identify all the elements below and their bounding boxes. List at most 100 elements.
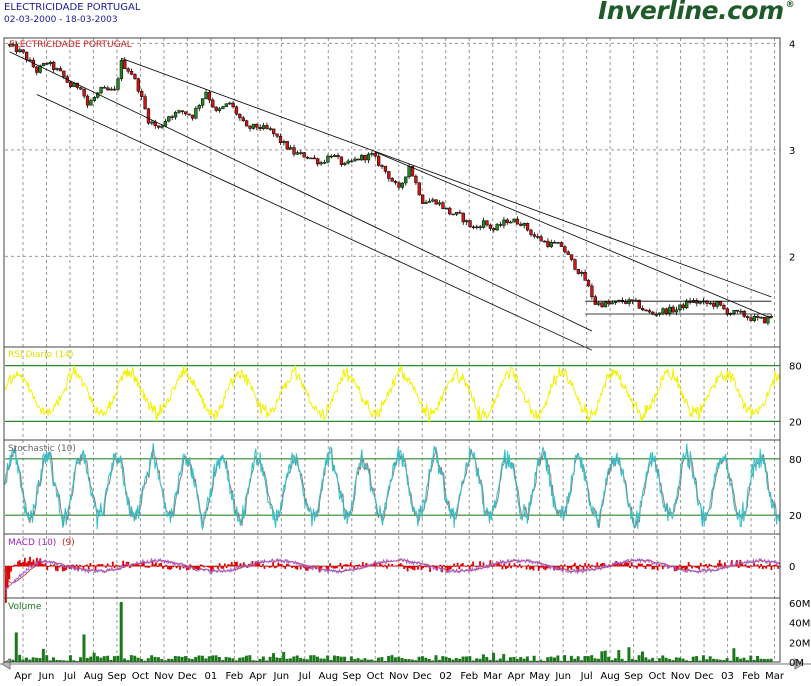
macd-histogram-bar: [22, 562, 25, 567]
macd-histogram-bar: [503, 563, 506, 567]
panel-frame-rsi: [3, 346, 781, 441]
brand-name: Inverline.com: [598, 0, 784, 25]
volume-bar: [593, 658, 597, 662]
macd-histogram-bar: [348, 564, 350, 567]
macd-histogram-bar: [318, 566, 321, 573]
macd-histogram-bar: [323, 566, 326, 567]
macd-histogram-bar: [498, 562, 500, 567]
volume-bar: [299, 657, 303, 662]
price-candle: [200, 98, 205, 106]
volume-bar: [454, 657, 458, 662]
price-candle: [194, 108, 198, 119]
price-candle: [62, 70, 66, 78]
macd-histogram-bar: [30, 561, 33, 567]
macd-histogram-bar: [222, 566, 225, 569]
volume-bar: [735, 656, 739, 662]
volume-bar: [688, 660, 692, 662]
macd-histogram-bar: [287, 564, 290, 567]
macd-histogram-bar: [451, 566, 454, 568]
rsi-panel: [4, 365, 781, 423]
macd-histogram-bar: [280, 564, 283, 567]
volume-bar: [668, 659, 672, 662]
macd-histogram-bar: [55, 566, 57, 571]
price-candle: [580, 272, 584, 274]
macd-histogram-bar: [511, 565, 514, 567]
panel-frame-price: [3, 37, 781, 348]
volume-bar: [275, 657, 279, 662]
macd-histogram-bar: [577, 566, 580, 571]
volume-bar: [492, 652, 496, 662]
volume-bar: [610, 660, 614, 662]
price-candle: [366, 153, 371, 161]
volume-bar: [498, 658, 502, 662]
macd-histogram-bar: [48, 566, 50, 567]
price-candle: [593, 296, 597, 305]
macd-histogram-bar: [105, 566, 107, 568]
macd-histogram-bar: [41, 563, 44, 567]
price-candle: [678, 304, 682, 311]
price-candle: [92, 97, 96, 101]
macd-histogram-bar: [544, 566, 547, 571]
macd-histogram-bar: [467, 564, 469, 567]
macd-histogram-bar: [482, 562, 485, 567]
price-candle: [24, 51, 29, 61]
macd-histogram-bar: [84, 565, 87, 567]
macd-histogram-bar: [8, 566, 11, 580]
volume-bar: [234, 660, 238, 662]
price-candle: [241, 117, 245, 121]
macd-histogram-bar: [296, 566, 299, 570]
volume-panel: [8, 601, 773, 662]
volume-bar: [68, 655, 72, 662]
x-tick-label: Apr: [249, 671, 267, 682]
volume-bar: [380, 657, 384, 662]
volume-bar: [769, 658, 773, 662]
macd-histogram-bar: [622, 564, 625, 567]
macd-histogram-bar: [692, 565, 695, 567]
price-candle: [177, 110, 181, 113]
price-candle: [299, 152, 303, 154]
macd-histogram-bar: [327, 566, 330, 571]
volume-bar: [390, 655, 394, 662]
macd-histogram-bar: [517, 566, 519, 568]
volume-bar: [143, 660, 147, 662]
macd-histogram-bar: [253, 565, 256, 567]
volume-bar: [319, 658, 323, 662]
macd-histogram-bar: [777, 566, 780, 569]
price-candle: [258, 126, 262, 130]
volume-bar: [28, 659, 32, 662]
volume-bar: [515, 658, 519, 662]
macd-histogram-bar: [53, 564, 56, 567]
macd-histogram-bar: [694, 566, 697, 568]
volume-bar: [563, 655, 567, 662]
macd-histogram-bar: [99, 564, 102, 567]
macd-histogram-bar: [587, 563, 590, 567]
macd-histogram-bar: [522, 565, 525, 567]
macd-histogram-bar: [284, 566, 287, 569]
price-candle: [190, 114, 195, 119]
macd-histogram-bar: [139, 565, 142, 567]
macd-histogram-bar: [418, 565, 421, 567]
macd-histogram-bar: [580, 566, 583, 568]
volume-bar: [214, 655, 218, 662]
macd-histogram-bar: [68, 566, 71, 570]
macd-histogram-bar: [261, 564, 264, 567]
macd-histogram-bar: [518, 563, 521, 567]
price-candle: [319, 162, 323, 165]
macd-histogram-bar: [61, 566, 64, 572]
macd-histogram-bar: [765, 566, 768, 569]
macd-histogram-bar: [537, 566, 540, 571]
x-tick-label: Aug: [84, 671, 104, 682]
price-candle: [224, 103, 228, 107]
volume-bar: [434, 655, 438, 662]
macd-histogram-bar: [27, 560, 30, 567]
price-candle: [160, 125, 164, 128]
macd-histogram-bar: [273, 566, 276, 569]
macd-histogram-bar: [103, 565, 106, 567]
volume-bar: [552, 657, 556, 662]
macd-histogram-bar: [567, 566, 569, 570]
volume-bar: [204, 658, 208, 662]
macd-line: [4, 557, 781, 590]
macd-histogram-bar: [144, 566, 147, 568]
macd-histogram-bar: [513, 563, 516, 567]
price-candle: [546, 240, 550, 247]
